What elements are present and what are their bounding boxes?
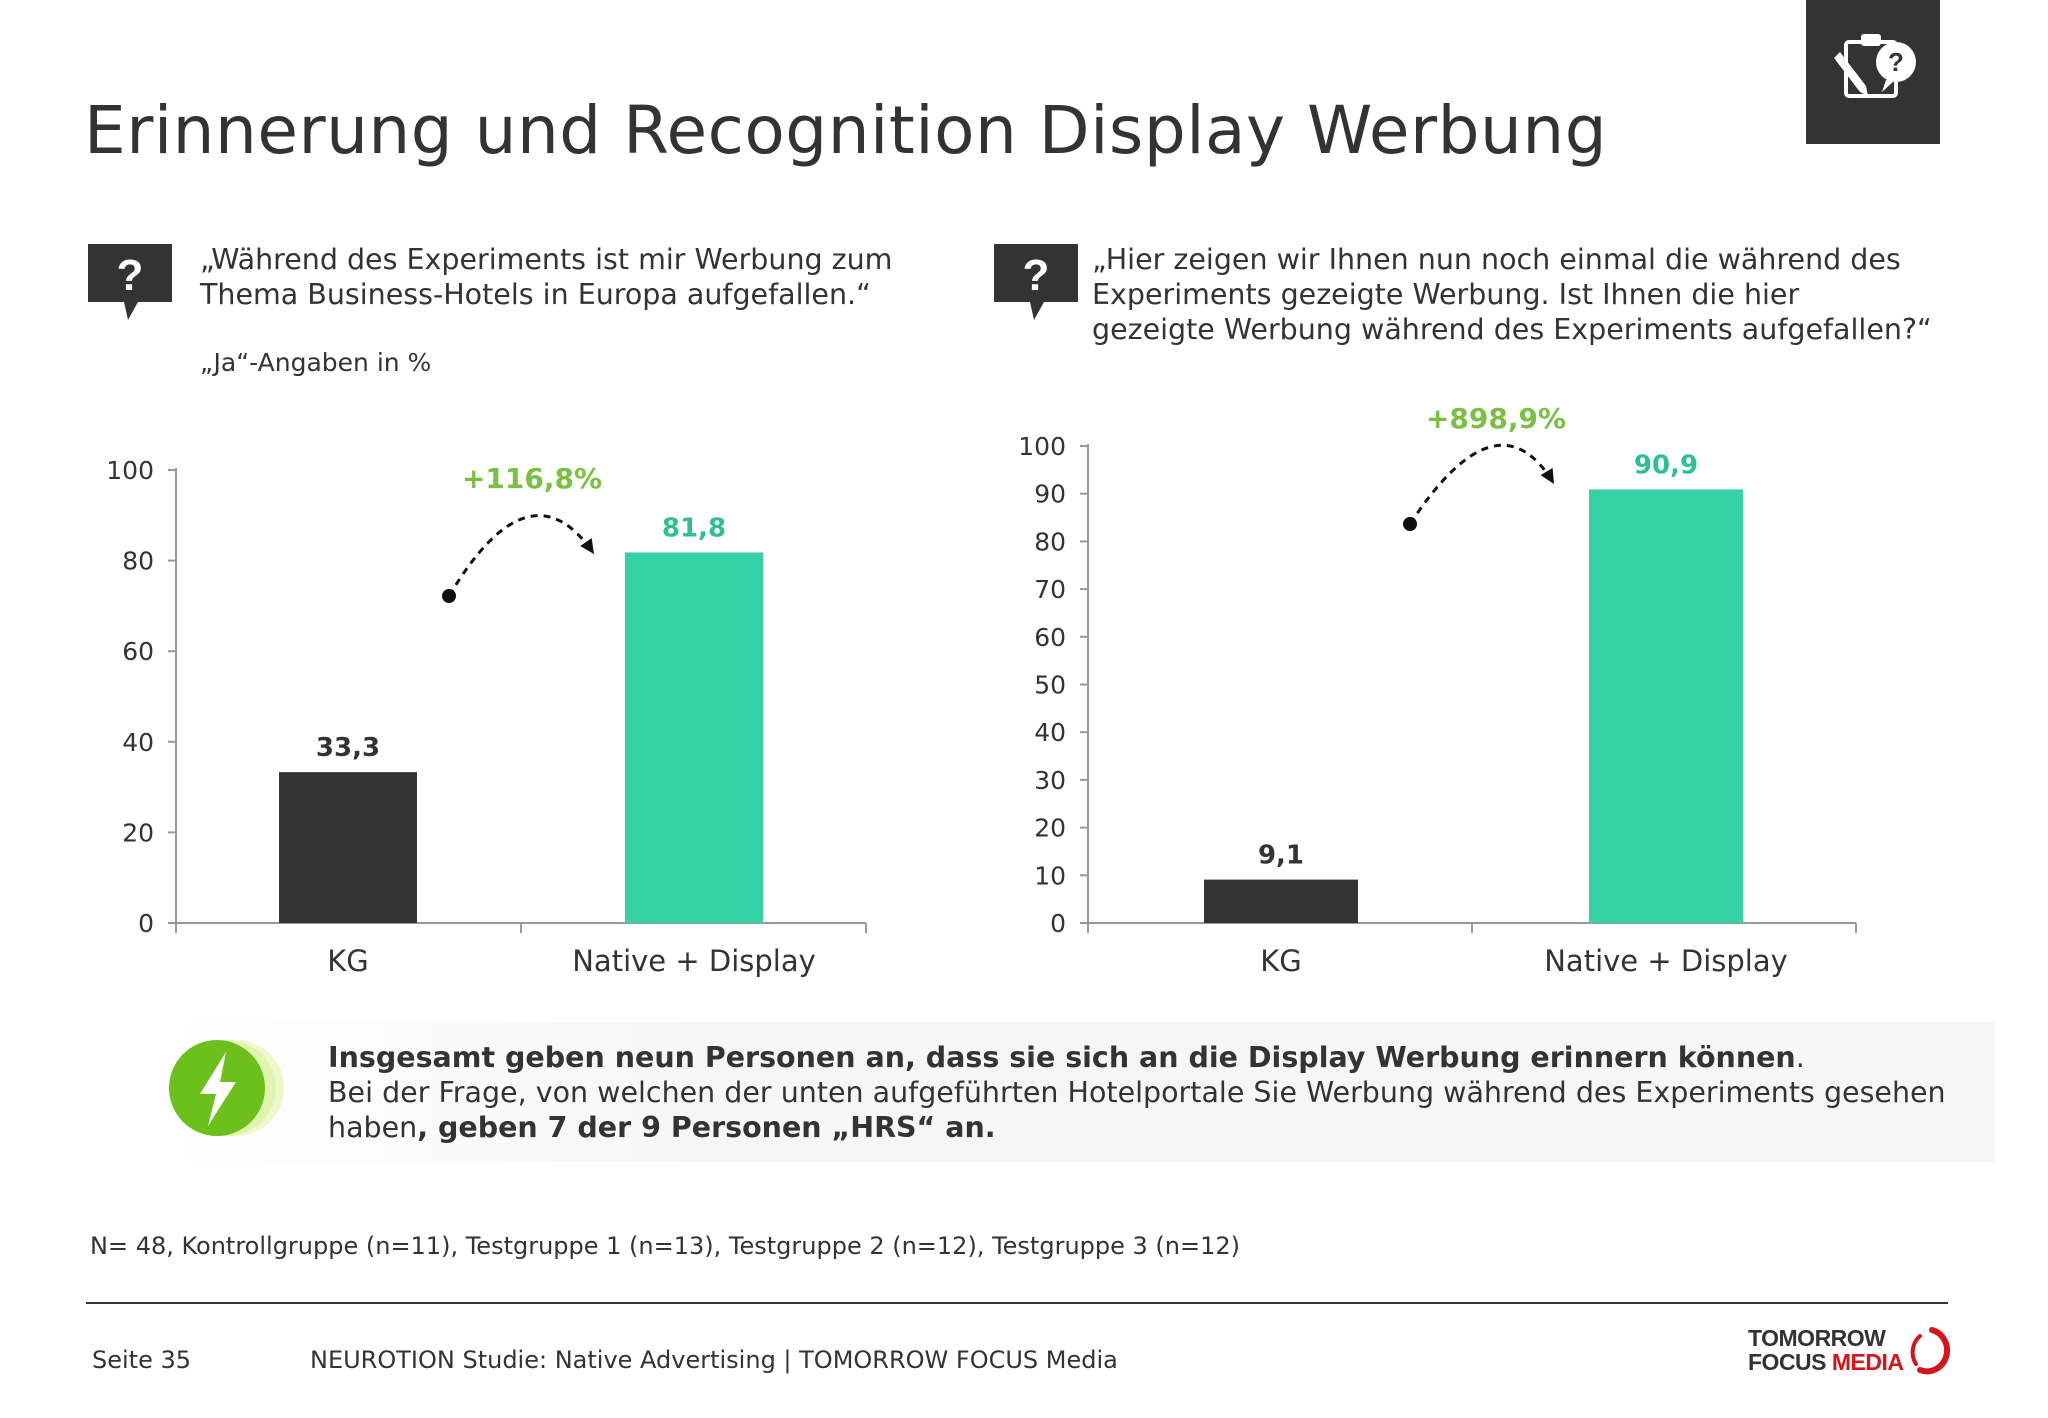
x-category-label: KG: [327, 944, 369, 978]
conclusion-text-2: Bei der Frage, von welchen der unten auf…: [328, 1076, 1946, 1144]
footer-divider: [86, 1302, 1948, 1304]
bar-value-label: 81,8: [662, 513, 726, 543]
svg-text:?: ?: [1023, 251, 1050, 300]
y-tick-label: 20: [122, 818, 154, 847]
y-tick-label: 30: [1034, 766, 1066, 795]
logo-line-2: FOCUS MEDIA: [1748, 1350, 1954, 1374]
speech-bubble-question-icon: ?: [990, 240, 1082, 324]
left-question-text: „Während des Experiments ist mir Werbung…: [200, 243, 893, 311]
speech-bubble-question-icon: ?: [84, 240, 176, 324]
x-category-label: Native + Display: [1544, 944, 1788, 978]
svg-text:?: ?: [117, 251, 144, 300]
logo-ring-icon: [1910, 1327, 1951, 1375]
arrow-head: [580, 538, 594, 554]
logo-focus: FOCUS: [1748, 1349, 1827, 1375]
left-sub-label: „Ja“-Angaben in %: [200, 348, 432, 377]
clipboard-question-icon: ?: [1806, 0, 1940, 144]
x-category-label: Native + Display: [572, 944, 816, 978]
arrow-head: [1540, 468, 1554, 484]
y-tick-label: 80: [1034, 527, 1066, 556]
bar-value-label: 33,3: [316, 733, 380, 763]
logo-media: MEDIA: [1831, 1349, 1904, 1375]
bar-value-label: 90,9: [1634, 450, 1698, 480]
y-tick-label: 0: [138, 909, 154, 938]
y-tick-label: 40: [122, 728, 154, 757]
bar-value-label: 9,1: [1258, 841, 1304, 871]
logo-line-1: TOMORROW: [1748, 1325, 1886, 1351]
bar-kg: [1204, 879, 1358, 923]
lightning-bolt-icon: [164, 1038, 294, 1138]
conclusion-bold-1: Insgesamt geben neun Personen an, dass s…: [328, 1041, 1796, 1074]
tomorrow-focus-media-logo: TOMORROW FOCUS MEDIA: [1748, 1326, 1954, 1376]
increase-arrow: [447, 514, 596, 597]
y-tick-label: 10: [1034, 861, 1066, 890]
y-tick-label: 60: [122, 637, 154, 666]
y-tick-label: 90: [1034, 480, 1066, 509]
increase-arrow: [1408, 443, 1556, 525]
bar-native-display: [1589, 489, 1743, 923]
page-number: Seite 35: [92, 1346, 192, 1374]
y-tick-label: 20: [1034, 814, 1066, 843]
page-title: Erinnerung und Recognition Display Werbu…: [84, 92, 1608, 169]
conclusion-box: [165, 1022, 1995, 1162]
conclusion-text: Insgesamt geben neun Personen an, dass s…: [328, 1040, 1948, 1145]
y-tick-label: 70: [1034, 575, 1066, 604]
conclusion-text-1: .: [1795, 1041, 1805, 1074]
y-tick-label: 60: [1034, 623, 1066, 652]
increase-label: +116,8%: [462, 462, 602, 495]
y-tick-label: 40: [1034, 718, 1066, 747]
footer-study-title: NEUROTION Studie: Native Advertising | T…: [310, 1346, 1118, 1374]
y-tick-label: 50: [1034, 671, 1066, 700]
conclusion-bold-2: , geben 7 der 9 Personen „HRS“ an.: [417, 1111, 996, 1144]
y-tick-label: 0: [1050, 909, 1066, 938]
svg-text:?: ?: [1888, 47, 1904, 77]
x-category-label: KG: [1260, 944, 1302, 978]
increase-label: +898,9%: [1426, 402, 1566, 435]
bar-kg: [279, 772, 417, 923]
bar-native-display: [625, 552, 763, 923]
y-tick-label: 80: [122, 547, 154, 576]
y-tick-label: 100: [106, 456, 154, 485]
y-tick-label: 100: [1018, 432, 1066, 461]
sample-footnote: N= 48, Kontrollgruppe (n=11), Testgruppe…: [90, 1232, 1240, 1260]
right-question-text: „Hier zeigen wir Ihnen nun noch einmal d…: [1092, 243, 1932, 346]
